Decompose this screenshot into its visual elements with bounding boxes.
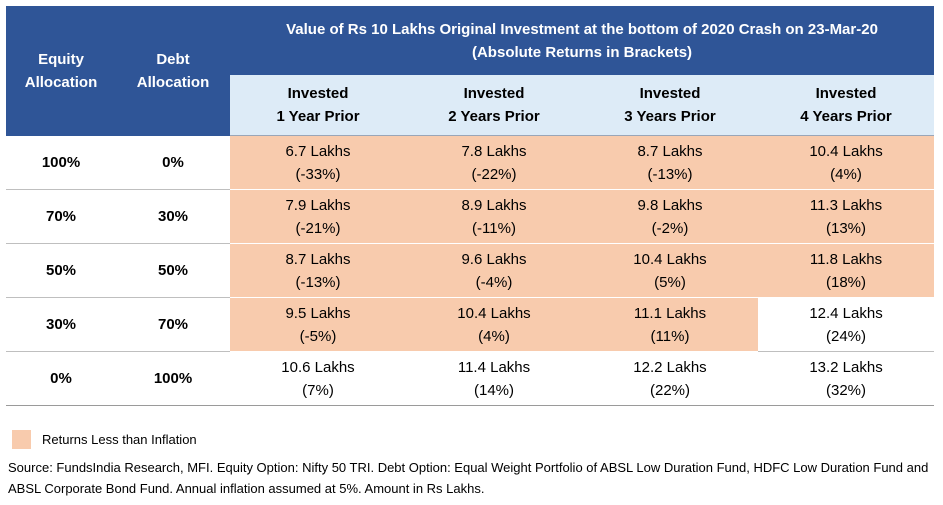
value-cell: 6.7 Lakhs (-33%) xyxy=(230,135,406,190)
legend: Returns Less than Inflation xyxy=(12,430,197,449)
absolute-return: (-2%) xyxy=(651,219,689,237)
absolute-return: (-21%) xyxy=(295,219,341,237)
column-header-line2: 3 Years Prior xyxy=(624,108,716,125)
debt-allocation-cell: 50% xyxy=(116,243,230,298)
value-cell: 7.9 Lakhs (-21%) xyxy=(230,189,406,244)
absolute-return: (5%) xyxy=(654,273,686,291)
table-body: 100% 0% 6.7 Lakhs (-33%) 7.8 Lakhs (-22%) 8.7 … xyxy=(6,135,935,406)
investment-value: 9.8 Lakhs xyxy=(637,196,703,214)
investment-value: 10.4 Lakhs xyxy=(809,142,883,160)
equity-allocation-cell: 100% xyxy=(6,135,116,190)
debt-allocation-header: Debt Allocation xyxy=(116,6,230,136)
absolute-return: (13%) xyxy=(826,219,867,237)
table-row: 50% 50% 8.7 Lakhs (-13%) 9.6 Lakhs (-4%) 10.4 … xyxy=(6,243,935,298)
absolute-return: (-22%) xyxy=(471,165,517,183)
value-cell: 8.9 Lakhs (-11%) xyxy=(406,189,582,244)
value-cell: 12.4 Lakhs (24%) xyxy=(758,297,935,352)
table-row: 70% 30% 7.9 Lakhs (-21%) 8.9 Lakhs (-11%) 9.8 … xyxy=(6,189,935,244)
value-cell: 11.1 Lakhs (11%) xyxy=(582,297,758,352)
value-cell: 10.4 Lakhs (4%) xyxy=(758,135,935,190)
absolute-return: (14%) xyxy=(473,381,514,399)
value-cell: 7.8 Lakhs (-22%) xyxy=(406,135,582,190)
value-cell: 10.6 Lakhs (7%) xyxy=(230,351,406,406)
debt-allocation-cell: 100% xyxy=(116,351,230,406)
absolute-return: (7%) xyxy=(302,381,334,399)
investment-value: 10.4 Lakhs xyxy=(457,304,531,322)
debt-allocation-cell: 30% xyxy=(116,189,230,244)
value-cell: 9.5 Lakhs (-5%) xyxy=(230,297,406,352)
column-header-line1: Invested xyxy=(639,85,701,102)
absolute-return: (11%) xyxy=(650,327,690,345)
investment-value: 13.2 Lakhs xyxy=(809,358,883,376)
absolute-return: (-33%) xyxy=(295,165,341,183)
column-header-2yr: Invested 2 Years Prior xyxy=(406,75,582,136)
returns-table: Equity Allocation Debt Allocation Value … xyxy=(6,6,935,406)
equity-allocation-cell: 0% xyxy=(6,351,116,406)
value-cell: 10.4 Lakhs (4%) xyxy=(406,297,582,352)
absolute-return: (4%) xyxy=(830,165,862,183)
column-header-line1: Invested xyxy=(815,85,877,102)
column-header-line1: Invested xyxy=(463,85,525,102)
value-cell: 12.2 Lakhs (22%) xyxy=(582,351,758,406)
value-cell: 9.8 Lakhs (-2%) xyxy=(582,189,758,244)
investment-value: 8.9 Lakhs xyxy=(461,196,527,214)
table-row: 0% 100% 10.6 Lakhs (7%) 11.4 Lakhs (14%) 12.2 … xyxy=(6,351,935,406)
equity-allocation-cell: 50% xyxy=(6,243,116,298)
investment-value: 11.1 Lakhs xyxy=(633,304,707,322)
investment-value: 7.9 Lakhs xyxy=(285,196,351,214)
absolute-return: (18%) xyxy=(826,273,867,291)
table-title: Value of Rs 10 Lakhs Original Investment… xyxy=(230,6,935,75)
equity-allocation-header: Equity Allocation xyxy=(6,6,116,136)
investment-value: 7.8 Lakhs xyxy=(461,142,527,160)
absolute-return: (24%) xyxy=(826,327,867,345)
investment-value: 12.2 Lakhs xyxy=(633,358,707,376)
debt-allocation-cell: 70% xyxy=(116,297,230,352)
column-header-line2: 4 Years Prior xyxy=(800,108,892,125)
value-cell: 8.7 Lakhs (-13%) xyxy=(230,243,406,298)
source-note: Source: FundsIndia Research, MFI. Equity… xyxy=(8,460,929,496)
investment-value: 11.8 Lakhs xyxy=(809,250,883,268)
value-cell: 9.6 Lakhs (-4%) xyxy=(406,243,582,298)
investment-value: 10.4 Lakhs xyxy=(633,250,707,268)
absolute-return: (4%) xyxy=(478,327,510,345)
table-title-line2: (Absolute Returns in Brackets) xyxy=(471,43,693,61)
table-row: 100% 0% 6.7 Lakhs (-33%) 7.8 Lakhs (-22%) 8.7 … xyxy=(6,135,935,190)
investment-value: 11.3 Lakhs xyxy=(809,196,883,214)
investment-value: 6.7 Lakhs xyxy=(285,142,351,160)
table-title-line1: Value of Rs 10 Lakhs Original Investment… xyxy=(286,20,878,38)
absolute-return: (-13%) xyxy=(295,273,341,291)
investment-value: 9.5 Lakhs xyxy=(285,304,351,322)
absolute-return: (-13%) xyxy=(647,165,693,183)
value-cell: 10.4 Lakhs (5%) xyxy=(582,243,758,298)
debt-allocation-cell: 0% xyxy=(116,135,230,190)
column-header-line2: 2 Years Prior xyxy=(448,108,540,125)
value-cell: 11.8 Lakhs (18%) xyxy=(758,243,935,298)
column-header-1yr: Invested 1 Year Prior xyxy=(230,75,406,136)
value-cell: 11.4 Lakhs (14%) xyxy=(406,351,582,406)
equity-allocation-cell: 30% xyxy=(6,297,116,352)
investment-value: 9.6 Lakhs xyxy=(461,250,527,268)
table-row: 30% 70% 9.5 Lakhs (-5%) 10.4 Lakhs (4%) 11.1 L… xyxy=(6,297,935,352)
absolute-return: (-11%) xyxy=(472,219,516,237)
investment-value: 8.7 Lakhs xyxy=(637,142,703,160)
absolute-return: (-5%) xyxy=(299,327,337,345)
value-cell: 11.3 Lakhs (13%) xyxy=(758,189,935,244)
value-cell: 8.7 Lakhs (-13%) xyxy=(582,135,758,190)
equity-allocation-cell: 70% xyxy=(6,189,116,244)
legend-label: Returns Less than Inflation xyxy=(42,432,197,447)
column-header-3yr: Invested 3 Years Prior xyxy=(582,75,758,136)
value-cell: 13.2 Lakhs (32%) xyxy=(758,351,935,406)
absolute-return: (32%) xyxy=(826,381,867,399)
column-header-4yr: Invested 4 Years Prior xyxy=(758,75,935,136)
investment-value: 8.7 Lakhs xyxy=(285,250,351,268)
legend-swatch xyxy=(12,430,31,449)
investment-value: 10.6 Lakhs xyxy=(281,358,355,376)
investment-value: 11.4 Lakhs xyxy=(457,358,531,376)
investment-value: 12.4 Lakhs xyxy=(809,304,883,322)
column-header-line2: 1 Year Prior xyxy=(276,108,360,125)
absolute-return: (-4%) xyxy=(475,273,513,291)
column-header-line1: Invested xyxy=(287,85,349,102)
absolute-return: (22%) xyxy=(649,381,690,399)
